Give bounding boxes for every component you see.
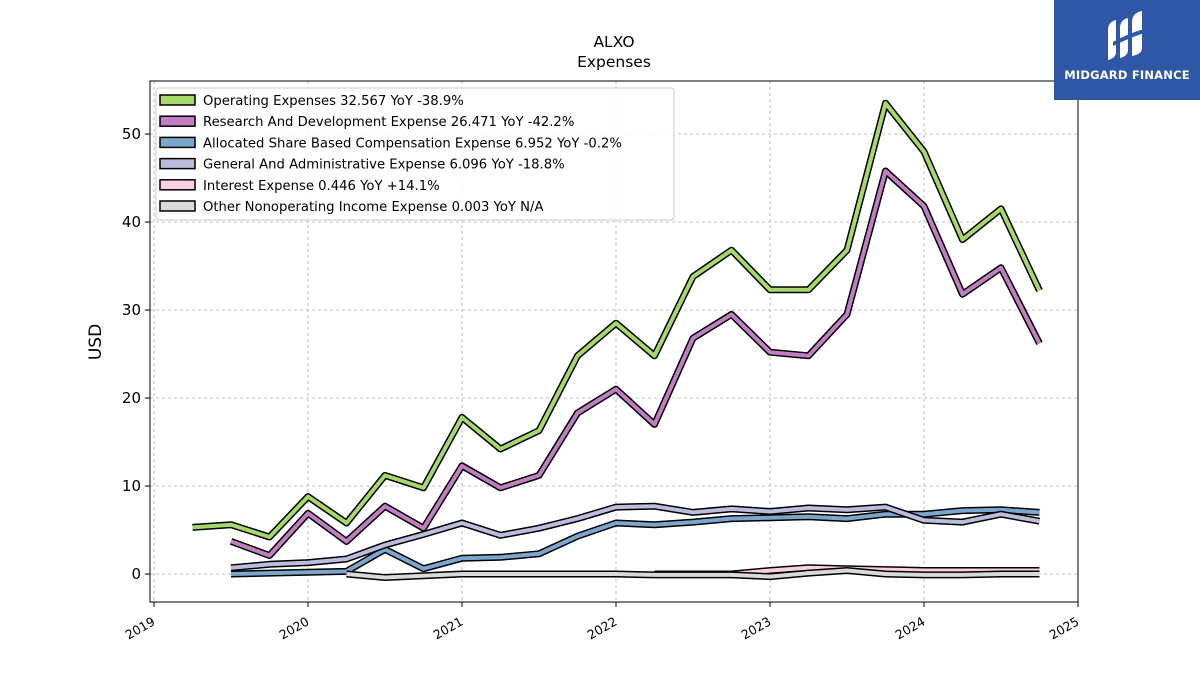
legend-swatch — [159, 94, 196, 106]
legend-box — [155, 87, 675, 221]
legend-label: Interest Expense 0.446 YoY +14.1% — [203, 179, 440, 194]
x-tick-label: 2019 — [122, 614, 157, 643]
midgard-logo-icon — [1108, 11, 1147, 60]
series-outline — [229, 167, 1043, 559]
x-tick-label: 2022 — [584, 614, 619, 643]
y-tick-label: 10 — [122, 477, 141, 495]
legend-label: Research And Development Expense 26.471 … — [203, 115, 574, 130]
legend: Operating Expenses 32.567 YoY -38.9% Rese… — [155, 87, 675, 221]
y-tick-label: 0 — [131, 565, 141, 583]
series-line-0 — [192, 101, 1042, 539]
legend-swatch — [159, 157, 196, 170]
legend-label: Other Nonoperating Income Expense 0.003 … — [203, 200, 544, 215]
y-tick-label: 30 — [122, 301, 141, 319]
legend-label: Operating Expenses 32.567 YoY -38.9% — [203, 94, 464, 109]
series-line-5 — [346, 568, 1040, 580]
y-tick-label: 40 — [122, 213, 141, 231]
brand-logo: MIDGARD FINANCE — [1054, 0, 1200, 100]
legend-swatch — [159, 200, 196, 212]
y-tick-label: 50 — [122, 125, 141, 143]
x-tick-label: 2021 — [430, 614, 465, 643]
x-tick-label: 2024 — [892, 614, 927, 643]
legend-swatch — [159, 136, 196, 149]
x-tick-label: 2025 — [1046, 614, 1081, 643]
plot-frame — [149, 80, 1079, 603]
y-axis-label: USD — [86, 324, 106, 360]
legend-label: General And Administrative Expense 6.096… — [203, 158, 565, 173]
series-layer — [192, 99, 1043, 581]
series-line-3 — [230, 504, 1040, 570]
chart-subtitle: Expenses — [577, 53, 651, 71]
x-tick-label: 2023 — [738, 614, 773, 643]
x-tick-label: 2020 — [276, 614, 311, 643]
brand-name: MIDGARD FINANCE — [1064, 68, 1190, 82]
chart-title: ALXO — [593, 33, 634, 51]
legend-label: Allocated Share Based Compensation Expen… — [203, 136, 622, 151]
series-line-1 — [230, 169, 1042, 558]
legend-swatch — [159, 179, 196, 191]
legend-swatch — [159, 115, 196, 127]
y-tick-label: 20 — [122, 389, 141, 407]
